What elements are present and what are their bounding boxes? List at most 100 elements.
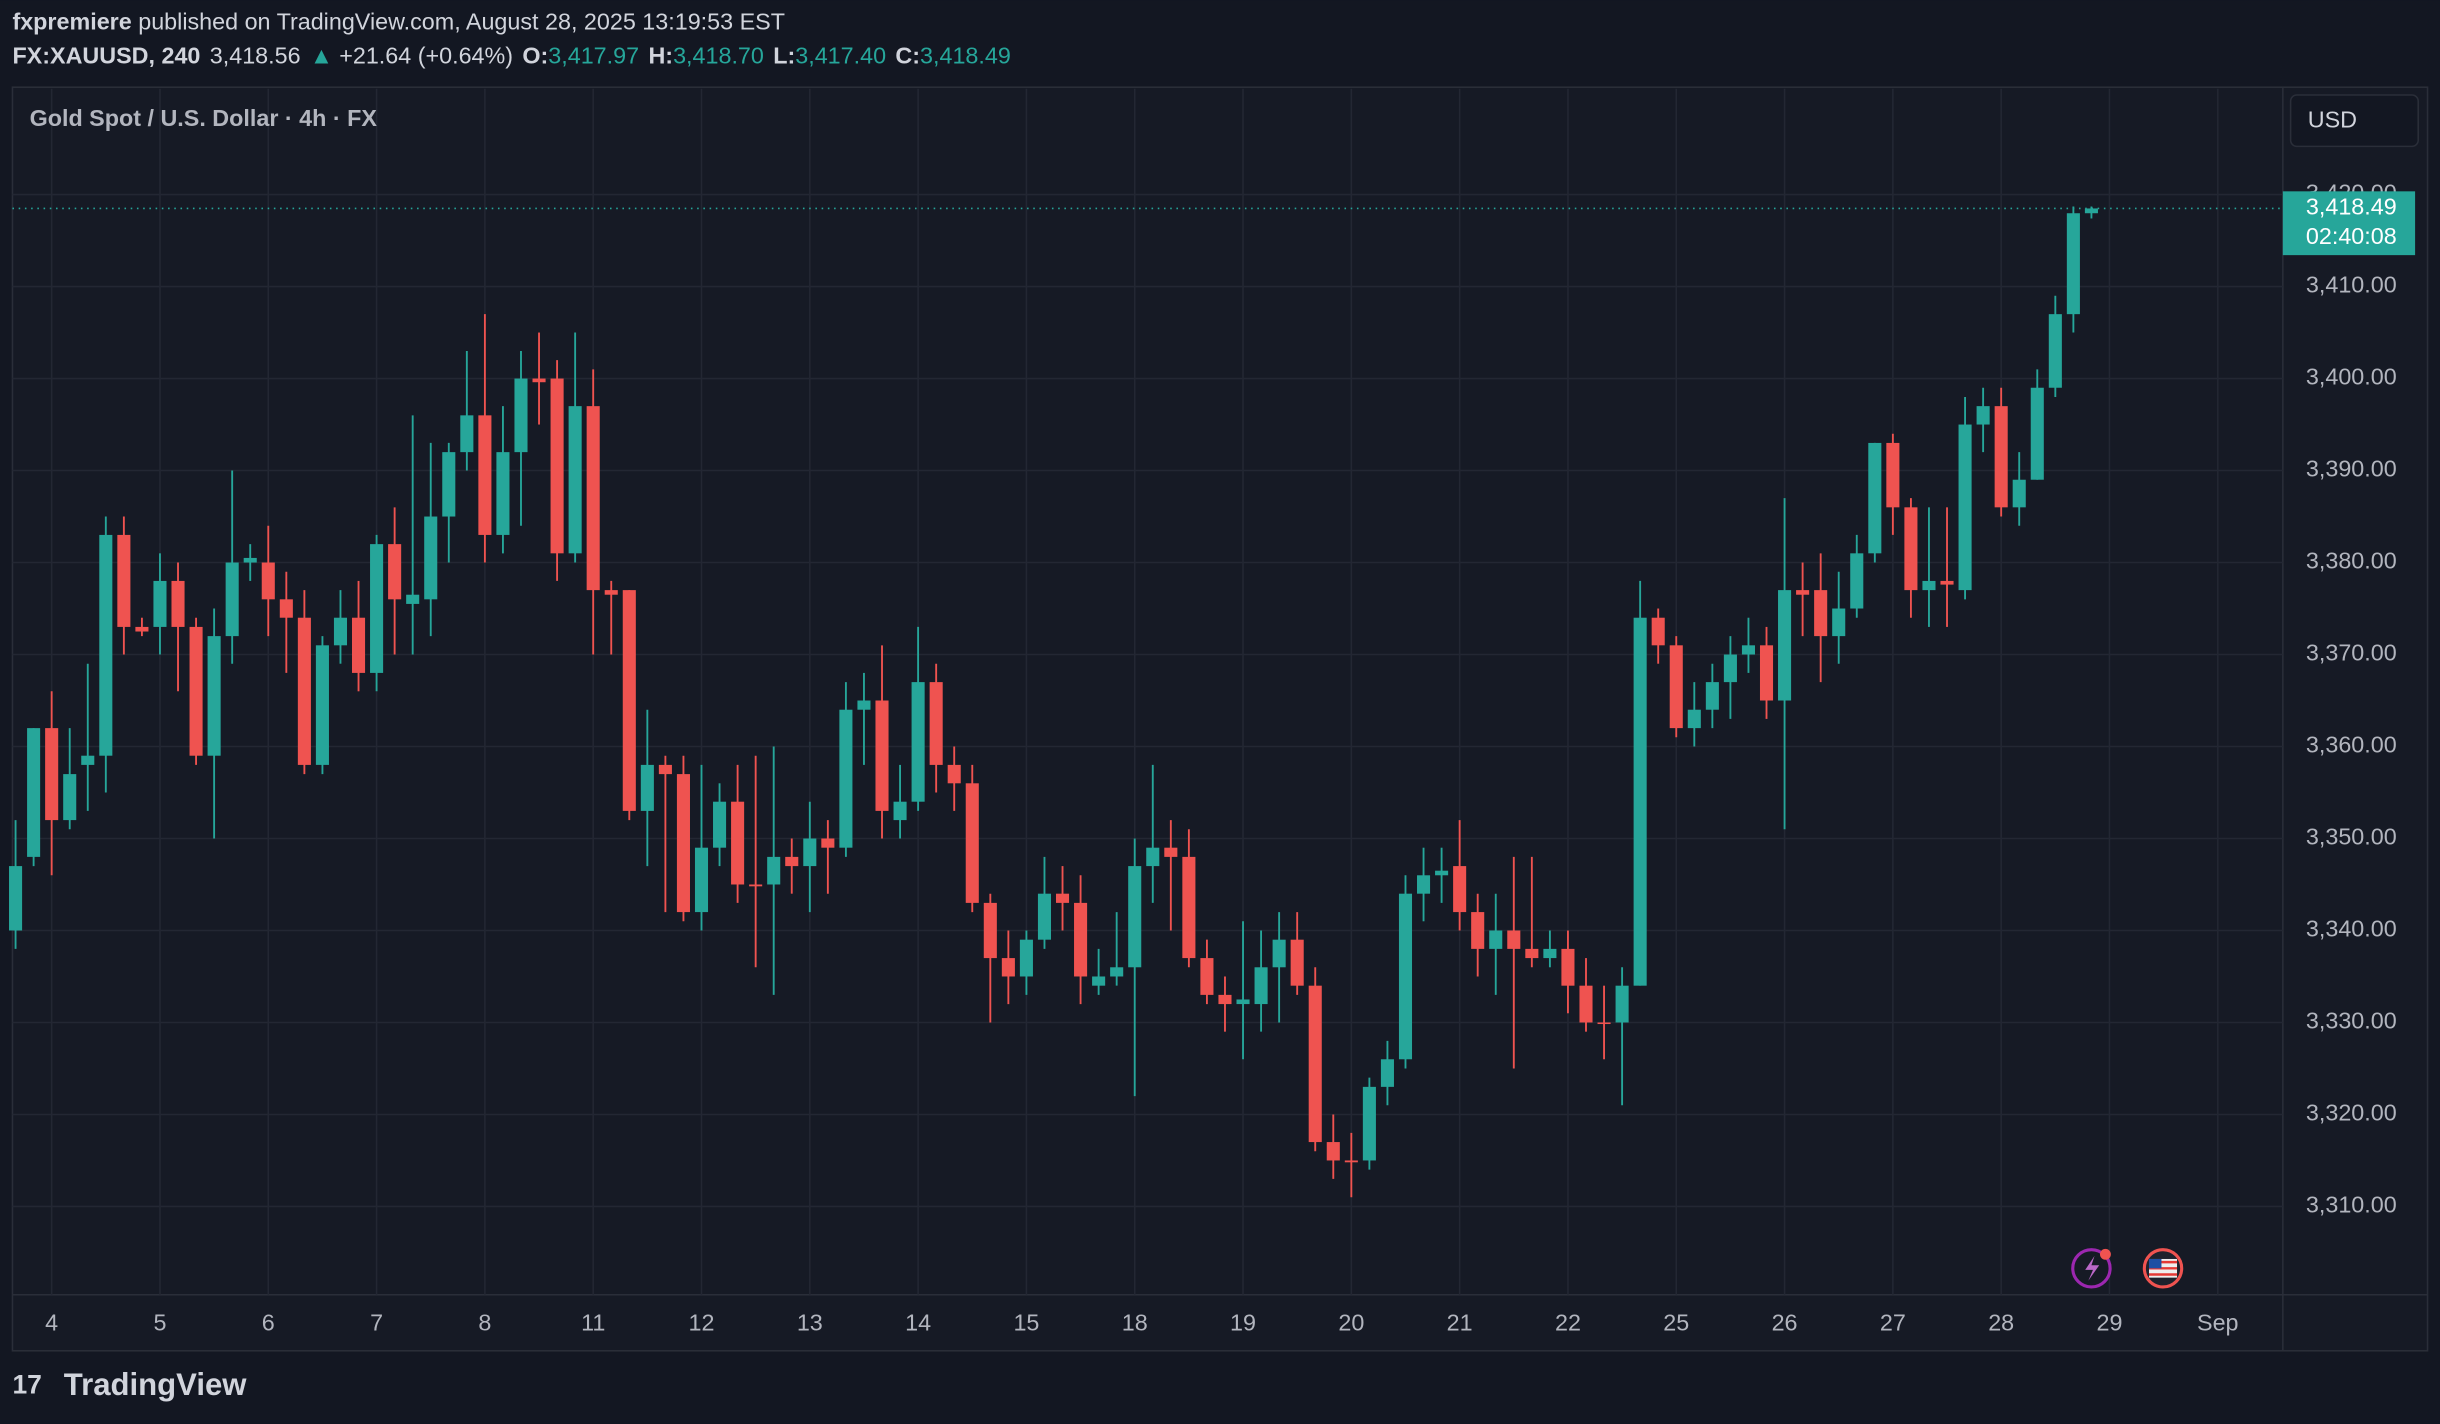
- candle-body: [1723, 654, 1737, 683]
- candle-body: [1922, 580, 1936, 591]
- candle-body: [9, 866, 23, 931]
- flag-canton: [2149, 1258, 2162, 1269]
- currency-box[interactable]: [2289, 94, 2419, 148]
- x-tick-label: 13: [797, 1310, 823, 1336]
- candle-body: [478, 415, 492, 535]
- candle-body: [315, 645, 329, 765]
- candle-body: [370, 544, 384, 673]
- chart-panel: [11, 86, 2429, 1352]
- candle-body: [767, 856, 781, 885]
- candle-body: [1128, 866, 1142, 968]
- candle-body: [388, 544, 402, 600]
- candle-body: [1507, 930, 1521, 949]
- candle-body: [965, 783, 979, 903]
- candles: [9, 206, 2283, 1198]
- y-tick-label: 3,350.00: [2306, 824, 2397, 850]
- candle-body: [658, 764, 672, 775]
- y-tick-label: 3,340.00: [2306, 916, 2397, 942]
- candle-body: [749, 884, 763, 887]
- candle-body: [1687, 709, 1701, 729]
- candle-body: [1940, 580, 1954, 585]
- candle-body: [279, 599, 293, 618]
- l-label: L:: [773, 43, 795, 69]
- up-arrow: ▲: [310, 43, 333, 69]
- brand: TradingView: [64, 1367, 247, 1402]
- ticker: FX:XAUUSD, 240: [12, 43, 200, 69]
- candle-body: [1453, 866, 1467, 913]
- candle-body: [1398, 893, 1413, 1060]
- candle-body: [1543, 948, 1557, 959]
- candle-body: [1850, 553, 1864, 609]
- x-tick-label: 6: [262, 1310, 275, 1336]
- candle-body: [460, 415, 474, 453]
- y-tick-label: 3,370.00: [2306, 640, 2397, 666]
- candle-body: [1110, 967, 1124, 977]
- last-price-box: [2282, 191, 2416, 256]
- candle-body: [1344, 1160, 1358, 1163]
- candle-body: [1976, 406, 1990, 425]
- candle-body: [333, 617, 348, 646]
- candle-body: [785, 856, 799, 867]
- x-tick-label: Sep: [2197, 1310, 2239, 1336]
- candle-body: [1814, 590, 1828, 637]
- candle-body: [532, 378, 546, 383]
- candle-body: [839, 709, 853, 848]
- candle-body: [1705, 682, 1719, 710]
- candle-body: [929, 682, 943, 765]
- candle-body: [2048, 314, 2062, 388]
- x-tick-label: 22: [1555, 1310, 1581, 1336]
- h: 3,418.70: [673, 43, 764, 69]
- x-tick-label: 12: [689, 1310, 715, 1336]
- candle-body: [821, 838, 835, 848]
- o: 3,417.97: [548, 43, 639, 69]
- x-tick-label: 26: [1772, 1310, 1798, 1336]
- c: 3,418.49: [920, 43, 1011, 69]
- logo-mark: 17: [12, 1370, 41, 1400]
- x-tick-label: 5: [153, 1310, 166, 1336]
- candle-body: [1832, 608, 1846, 637]
- candle-body: [189, 626, 203, 756]
- candle-body: [1435, 870, 1449, 876]
- candle-body: [81, 755, 95, 765]
- last-price-label: 3,418.49: [2306, 194, 2397, 220]
- candle-body: [676, 774, 690, 913]
- candle-body: [351, 617, 366, 673]
- y-tick-label: 3,390.00: [2306, 456, 2397, 482]
- x-tick-label: 28: [1988, 1310, 2014, 1336]
- y-tick-label: 3,400.00: [2306, 364, 2397, 390]
- candle-body: [99, 534, 113, 756]
- h-label: H:: [648, 43, 673, 69]
- symbol-line: FX:XAUUSD, 240 3,418.56 ▲ +21.64 (+0.64%) O:…: [12, 43, 1010, 69]
- candle-body: [1146, 847, 1160, 867]
- candle-body: [1272, 939, 1286, 968]
- candle-body: [1254, 967, 1268, 1005]
- x-tick-label: 25: [1663, 1310, 1689, 1336]
- candle-body: [2084, 208, 2098, 214]
- candle-body: [63, 774, 77, 821]
- candle-body: [45, 728, 59, 821]
- candle-body: [514, 378, 528, 453]
- l: 3,417.40: [795, 43, 886, 69]
- candle-body: [2066, 213, 2080, 315]
- events-icon[interactable]: [2071, 1248, 2112, 1289]
- candle-body: [893, 801, 907, 821]
- candle-body: [1308, 985, 1322, 1143]
- candle-body: [496, 452, 510, 535]
- candle-body: [1380, 1059, 1394, 1087]
- c-label: C:: [895, 43, 920, 69]
- candle-body: [857, 700, 871, 710]
- y-tick-label: 3,380.00: [2306, 548, 2397, 574]
- event-dot: [2099, 1248, 2111, 1260]
- labels: 3,310.00 3,320.00 3,330.00 3,340.00 3,350.00…: [45, 180, 2416, 1336]
- candle-body: [1182, 856, 1196, 959]
- candle-body: [117, 534, 131, 627]
- candle-body: [1001, 958, 1015, 977]
- o-label: O:: [522, 43, 548, 69]
- x-tick-label: 7: [370, 1310, 383, 1336]
- candle-body: [1796, 590, 1810, 595]
- candle-body: [1615, 985, 1629, 1023]
- candle-body: [225, 562, 239, 637]
- countdown: 02:40:08: [2306, 223, 2397, 249]
- candle-body: [1074, 902, 1088, 977]
